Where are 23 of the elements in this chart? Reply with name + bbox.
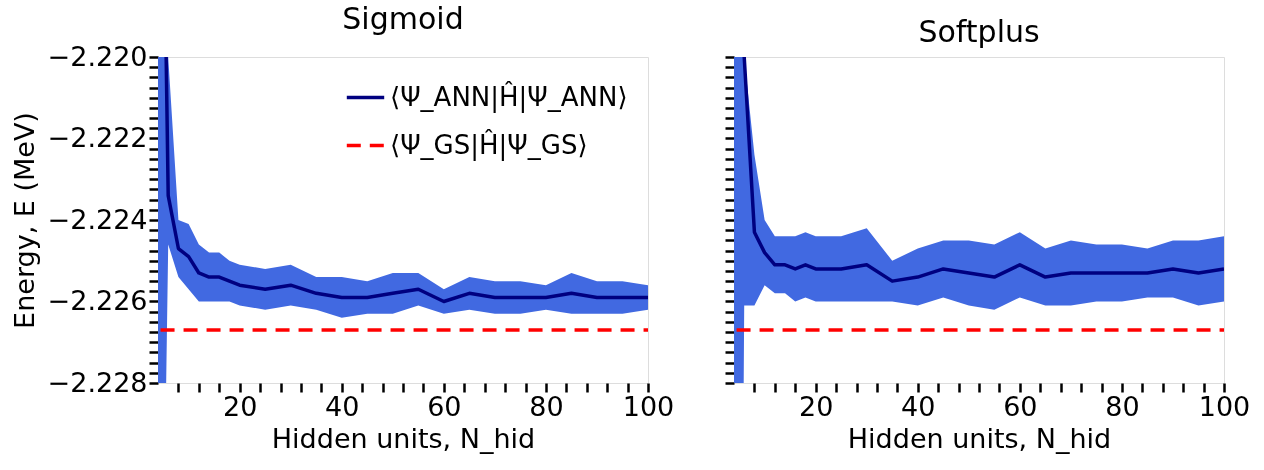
x-tick-label: 40	[901, 390, 936, 422]
y-axis-title: Energy, E (MeV)	[8, 112, 40, 329]
y-tick-label: −2.224	[47, 203, 148, 235]
y-tick-label: −2.226	[47, 285, 148, 316]
x-tick-label: 40	[325, 390, 360, 422]
y-tick-label: −2.222	[47, 122, 148, 153]
chart-title: Sigmoid	[342, 1, 464, 36]
x-tick-label: 20	[222, 390, 258, 422]
x-tick-label: 80	[1105, 390, 1140, 422]
x-tick-label: 100	[1198, 390, 1251, 422]
legend-label: ⟨Ψ_ANN|Ĥ|Ψ_ANN⟩	[390, 80, 628, 113]
x-tick-label: 20	[798, 390, 834, 422]
x-axis-title: Hidden units, N_hid	[847, 422, 1112, 454]
line-series	[164, 57, 648, 304]
x-axis-title: Hidden units, N_hid	[271, 422, 536, 454]
x-tick-label: 60	[1003, 390, 1038, 422]
legend-label: ⟨Ψ_GS|Ĥ|Ψ_GS⟩	[390, 128, 588, 161]
x-tick-label: 80	[529, 390, 564, 422]
x-tick-label: 100	[622, 390, 675, 422]
y-tick-label: −2.228	[47, 366, 148, 398]
y-tick-label: −2.220	[47, 40, 148, 72]
chart-title: Softplus	[918, 13, 1040, 49]
x-tick-label: 60	[427, 390, 462, 422]
